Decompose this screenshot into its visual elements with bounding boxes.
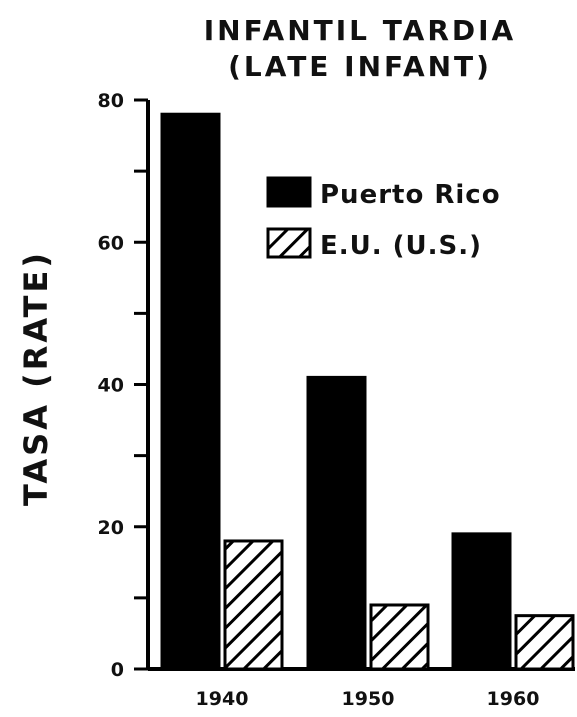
x-tick-label: 1940 (196, 688, 249, 710)
legend-swatch-puerto-rico (266, 176, 312, 208)
x-tick-label: 1950 (342, 688, 395, 710)
bar-puerto-rico-1960 (451, 532, 512, 671)
y-tick-label: 20 (98, 517, 124, 539)
legend-label-puerto-rico: Puerto Rico (320, 180, 501, 210)
chart-title: INFANTIL TARDIA (203, 14, 517, 47)
legend-label-us: E.U. (U.S.) (320, 231, 482, 261)
y-tick-label: 40 (98, 375, 124, 397)
y-tick-label: 0 (111, 659, 124, 681)
bar-puerto-rico-1940 (160, 112, 221, 671)
bar-us-1940 (223, 539, 284, 671)
bar-puerto-rico-1950 (306, 375, 367, 671)
y-tick-label: 60 (98, 232, 124, 254)
bar-us-1950 (369, 603, 430, 671)
chart-subtitle: (LATE INFANT) (228, 50, 492, 83)
bar-us-1960 (514, 614, 575, 671)
y-tick-label: 80 (98, 90, 124, 112)
x-tick-label: 1960 (487, 688, 540, 710)
legend-swatch-us (266, 227, 312, 259)
